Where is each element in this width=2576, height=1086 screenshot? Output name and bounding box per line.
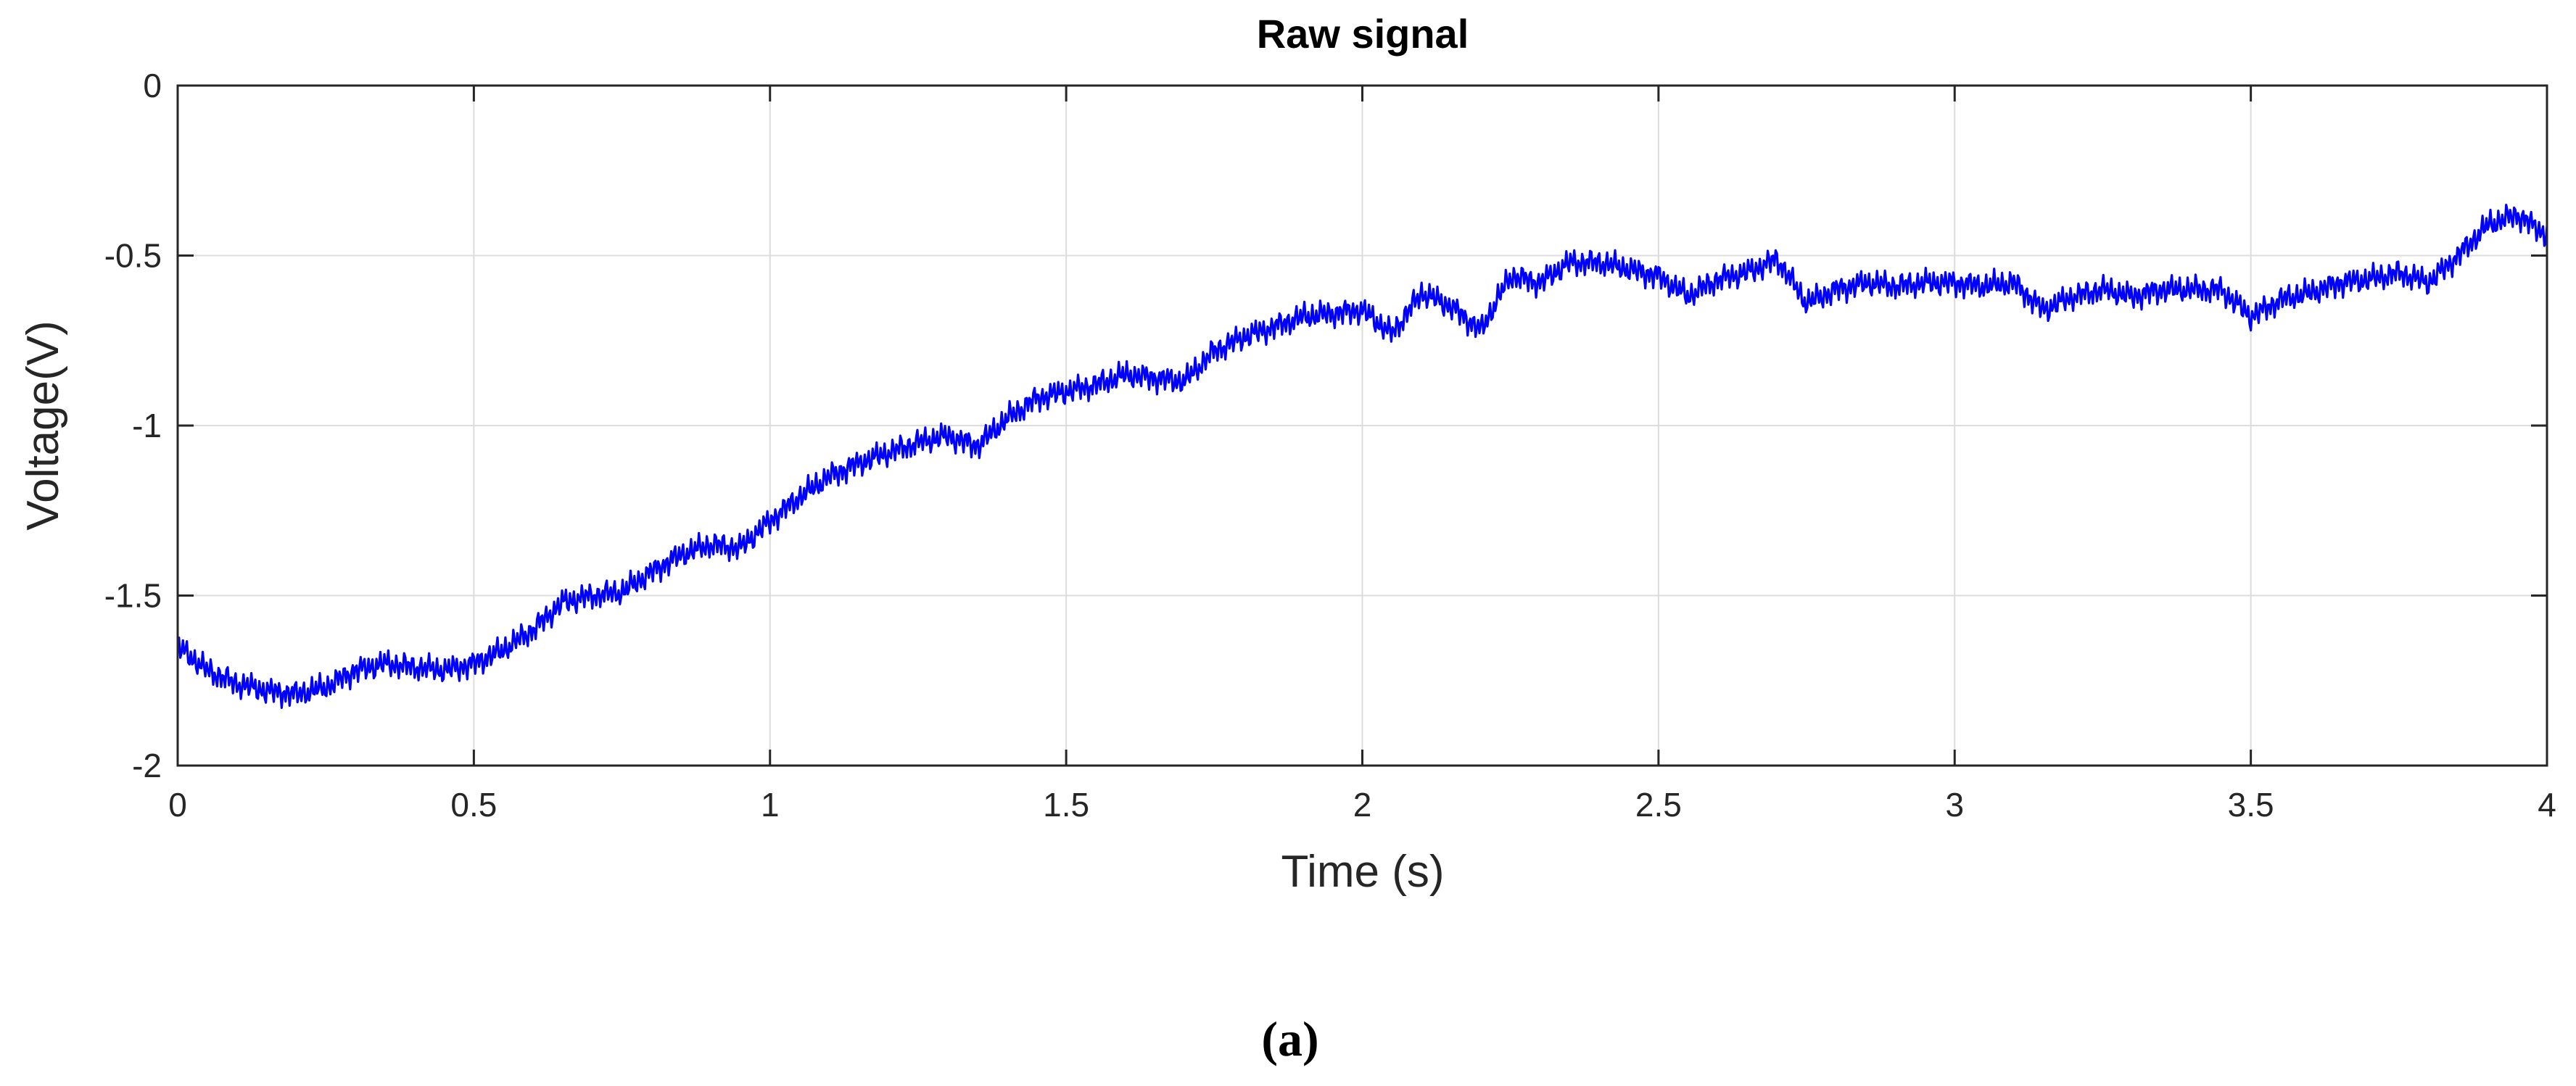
series-layer xyxy=(176,204,2548,709)
y-tick-label: -0.5 xyxy=(104,237,162,275)
chart-title: Raw signal xyxy=(1257,11,1469,57)
signal-line xyxy=(176,204,2548,709)
axis-ticks xyxy=(176,84,2548,767)
x-tick-label: 0 xyxy=(168,786,187,824)
y-axis-label: Voltage(V) xyxy=(18,320,68,531)
x-tick-label: 1.5 xyxy=(1043,786,1089,824)
x-axis-label: Time (s) xyxy=(1281,847,1445,897)
y-tick-label: 0 xyxy=(143,67,162,104)
x-tick-label: 4 xyxy=(2538,786,2556,824)
x-tick-label: 0.5 xyxy=(450,786,497,824)
x-tick-label: 2.5 xyxy=(1635,786,1682,824)
y-tick-label: -1 xyxy=(132,407,162,444)
y-tick-labels: 0 -0.5 -1 -1.5 -2 xyxy=(104,67,162,784)
x-tick-label: 1 xyxy=(761,786,780,824)
y-tick-label: -2 xyxy=(132,747,162,784)
x-tick-label: 3 xyxy=(1945,786,1964,824)
x-tick-label: 3.5 xyxy=(2228,786,2274,824)
y-tick-label: -1.5 xyxy=(104,577,162,615)
figure-caption: (a) xyxy=(1261,1011,1318,1066)
x-tick-label: 2 xyxy=(1353,786,1372,824)
x-tick-labels: 0 0.5 1 1.5 2 2.5 3 3.5 4 xyxy=(168,786,2556,824)
grid-lines xyxy=(178,86,2547,766)
